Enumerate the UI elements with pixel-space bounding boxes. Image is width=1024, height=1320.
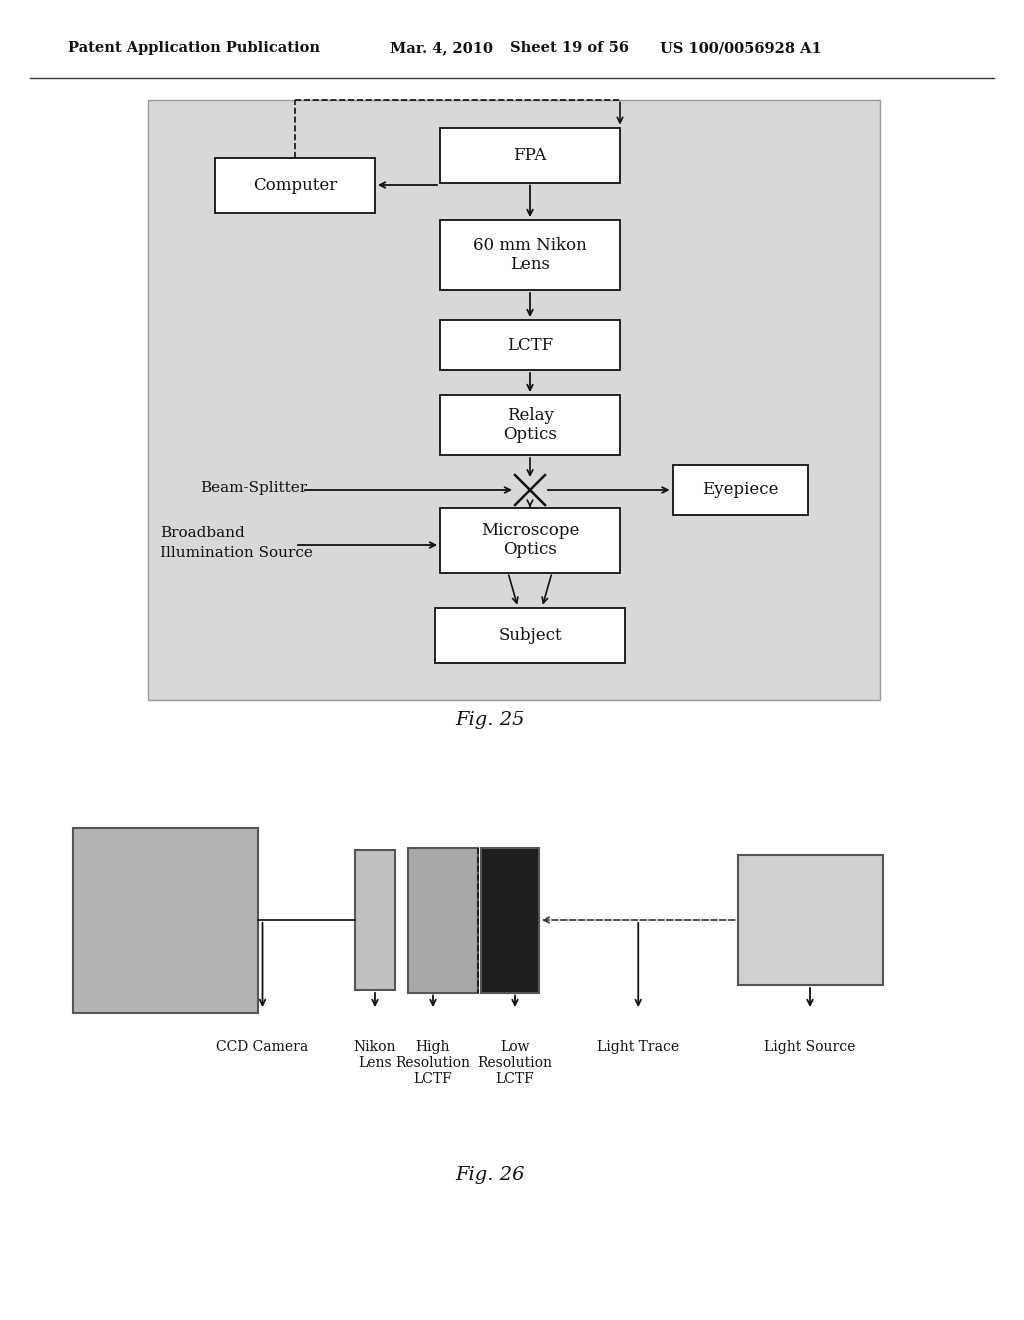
Text: Fig. 26: Fig. 26 — [456, 1166, 524, 1184]
Text: Sheet 19 of 56: Sheet 19 of 56 — [510, 41, 629, 55]
Text: Illumination Source: Illumination Source — [160, 546, 313, 560]
Text: CCD Camera: CCD Camera — [216, 1040, 308, 1053]
Bar — [408, 847, 478, 993]
Bar — [148, 100, 880, 700]
Bar — [440, 128, 620, 182]
Text: Patent Application Publication: Patent Application Publication — [68, 41, 319, 55]
Text: Eyepiece: Eyepiece — [701, 482, 778, 499]
Bar — [440, 319, 620, 370]
Text: LCTF: LCTF — [507, 337, 553, 354]
Text: 60 mm Nikon
Lens: 60 mm Nikon Lens — [473, 236, 587, 273]
Bar — [73, 828, 257, 1012]
Bar — [215, 157, 375, 213]
Bar — [355, 850, 395, 990]
Text: Light Source: Light Source — [764, 1040, 856, 1053]
Text: Fig. 25: Fig. 25 — [456, 711, 524, 729]
Text: Nikon
Lens: Nikon Lens — [353, 1040, 396, 1071]
Text: Light Trace: Light Trace — [597, 1040, 679, 1053]
Text: Computer: Computer — [253, 177, 337, 194]
Text: US 100/0056928 A1: US 100/0056928 A1 — [660, 41, 821, 55]
Bar — [435, 607, 625, 663]
Text: Mar. 4, 2010: Mar. 4, 2010 — [390, 41, 493, 55]
Text: High
Resolution
LCTF: High Resolution LCTF — [395, 1040, 470, 1086]
Text: Subject: Subject — [499, 627, 562, 644]
Bar — [440, 395, 620, 455]
Text: Microscope
Optics: Microscope Optics — [481, 521, 580, 558]
Bar — [737, 855, 883, 985]
Bar — [481, 847, 539, 993]
Text: Low
Resolution
LCTF: Low Resolution LCTF — [477, 1040, 553, 1086]
Bar — [440, 220, 620, 290]
Bar — [673, 465, 808, 515]
Text: Beam-Splitter: Beam-Splitter — [200, 480, 307, 495]
Text: FPA: FPA — [513, 147, 547, 164]
Bar — [440, 507, 620, 573]
Text: Broadband: Broadband — [160, 525, 245, 540]
Text: Relay
Optics: Relay Optics — [503, 407, 557, 444]
